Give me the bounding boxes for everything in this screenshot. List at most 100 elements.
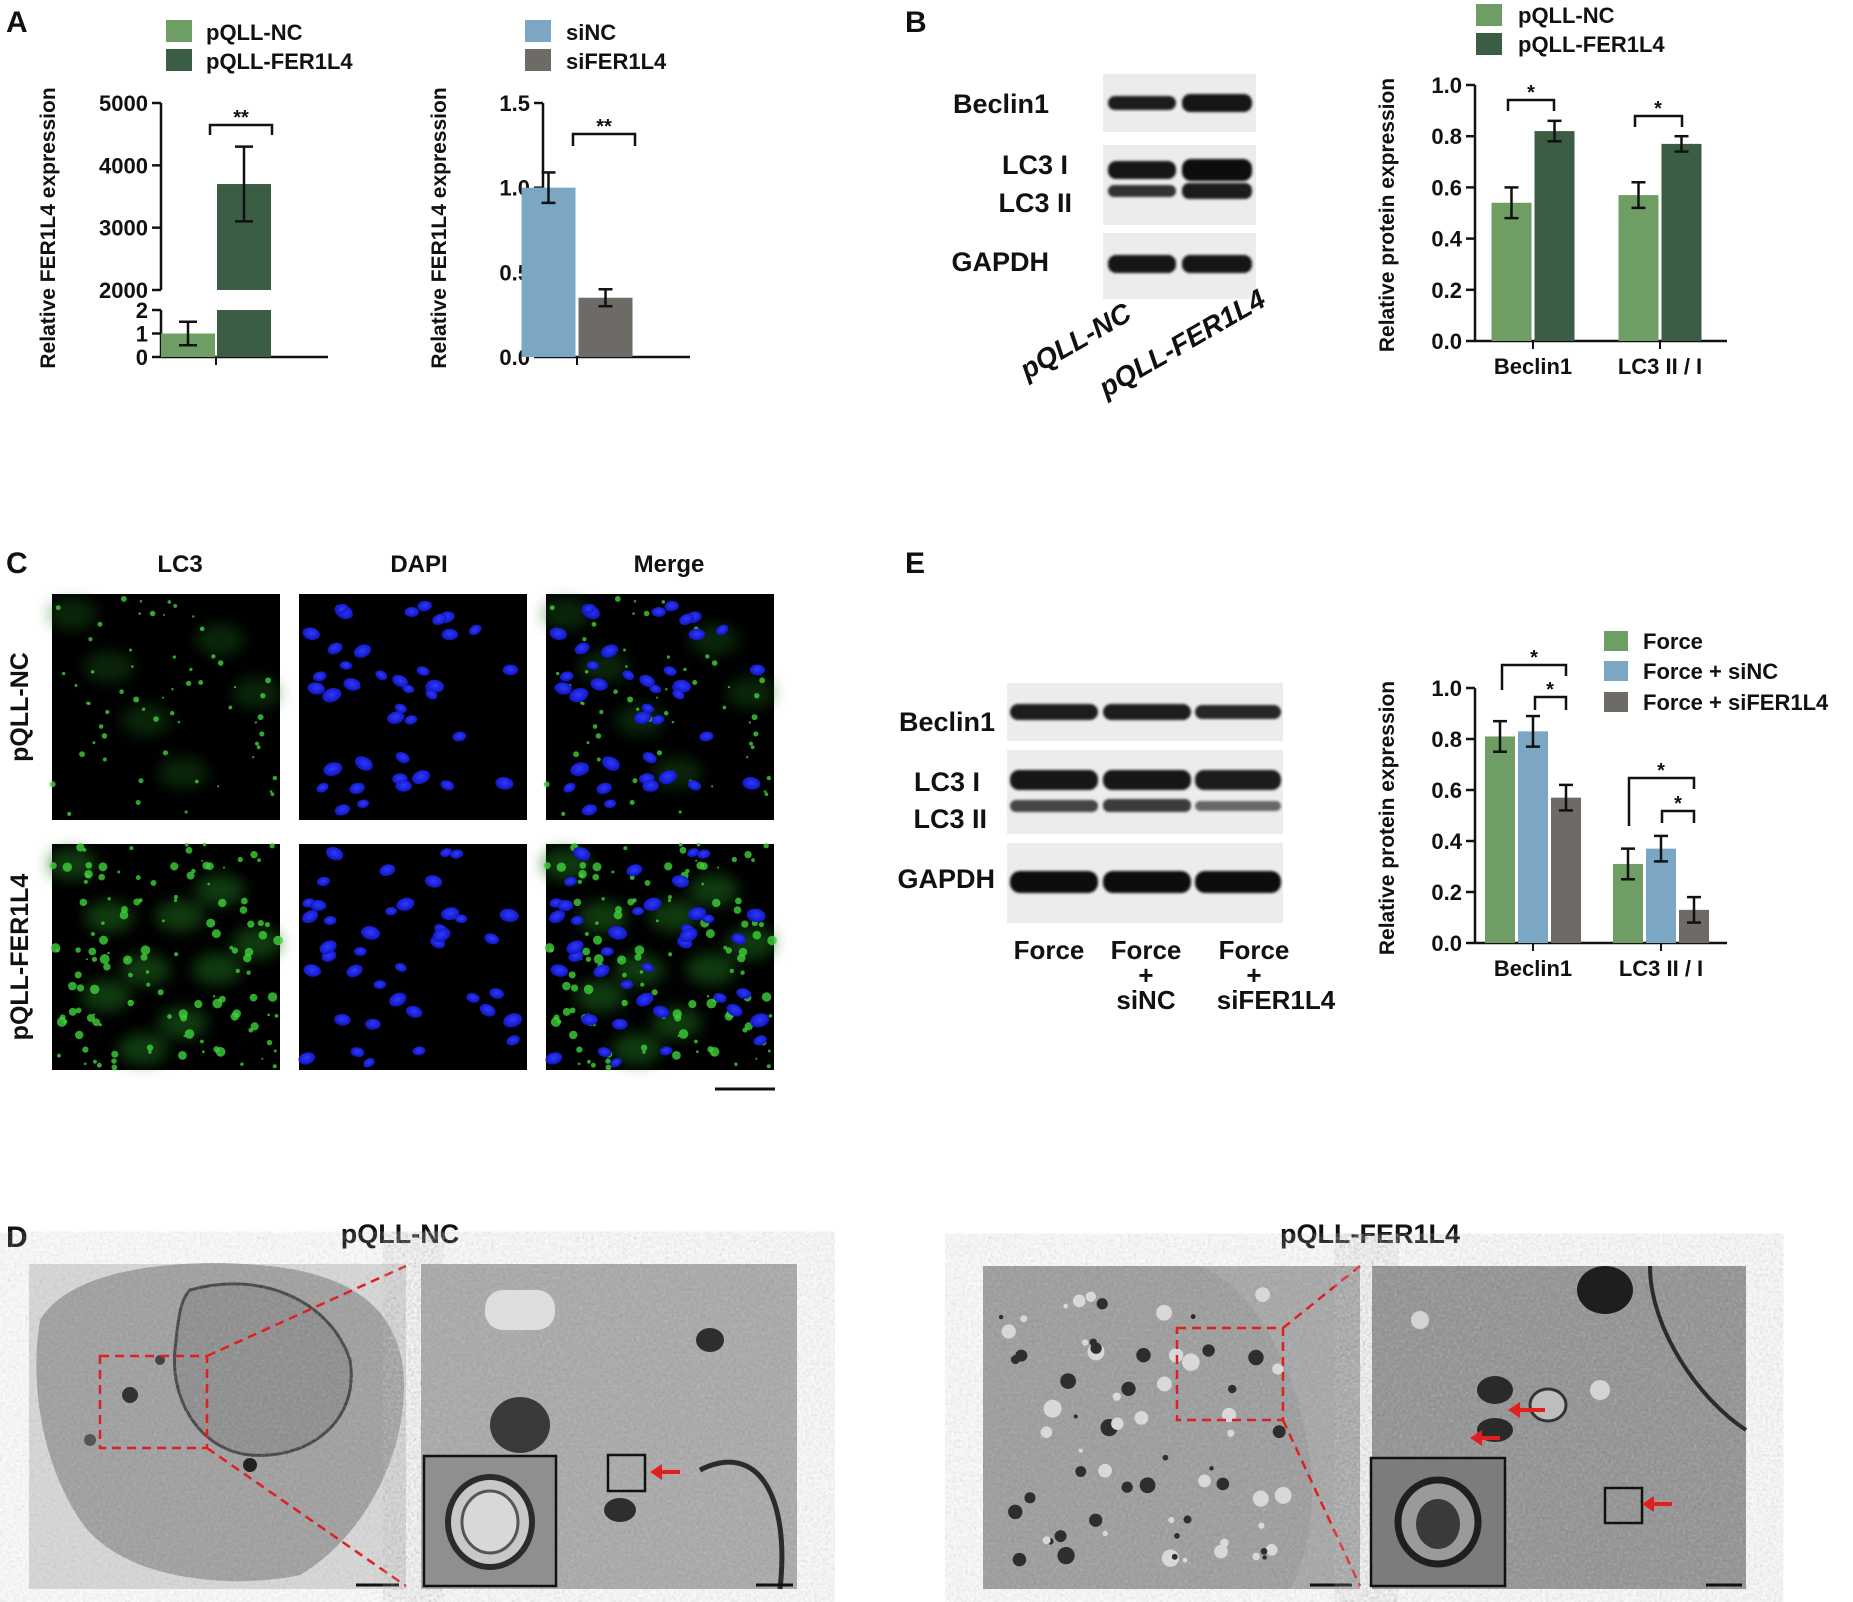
nucleus	[570, 762, 590, 777]
significance-marker: *	[1546, 679, 1554, 701]
nucleus	[612, 1018, 628, 1030]
legend-label-force: Force	[1643, 629, 1703, 654]
vesicle	[1072, 1294, 1086, 1308]
lc3-punctum	[186, 871, 195, 880]
lc3-punctum	[250, 1022, 259, 1031]
y-tick-label: 3000	[99, 216, 148, 241]
lc3-punctum	[194, 1000, 203, 1009]
legend-label-force-sifer1l4: Force + siFER1L4	[1643, 690, 1829, 715]
nucleus	[596, 782, 612, 795]
nucleus	[697, 849, 711, 859]
nucleus	[424, 875, 443, 888]
lc3-punctum	[272, 1064, 277, 1069]
nucleus	[663, 666, 677, 676]
nucleus	[502, 664, 519, 676]
lc3-punctum	[82, 848, 87, 852]
lc3-punctum	[643, 610, 650, 617]
lc3-punctum	[128, 1000, 131, 1003]
y-axis-label: Relative FER1L4 expression	[428, 87, 451, 368]
nucleus	[642, 780, 659, 792]
vesicle	[1073, 1414, 1078, 1419]
lc3-punctum	[555, 671, 560, 676]
lc3-punctum	[239, 906, 248, 914]
lc3-punctum	[185, 680, 192, 687]
lc3-punctum	[107, 897, 111, 901]
lc3-punctum	[711, 785, 714, 788]
vesicle	[1202, 1344, 1215, 1357]
nucleus	[557, 899, 574, 912]
lc3-punctum	[254, 741, 259, 746]
lc3-punctum	[131, 665, 134, 668]
lc3-punctum	[264, 921, 271, 928]
lc3-punctum	[633, 599, 637, 603]
lc3-punctum	[74, 971, 82, 979]
lc3-punctum	[252, 756, 255, 759]
band	[1195, 871, 1281, 893]
nucleus	[499, 908, 519, 923]
lc3-punctum	[755, 1057, 758, 1060]
vesicle	[1183, 1515, 1192, 1524]
lc3-punctum	[135, 875, 141, 881]
nucleus	[417, 600, 432, 612]
vesicle	[1139, 1477, 1156, 1494]
vesicle	[1198, 1474, 1211, 1488]
lc3-punctum	[202, 1050, 205, 1054]
nucleus	[394, 703, 407, 714]
nucleus	[563, 876, 578, 887]
nucleus	[441, 907, 460, 921]
x-category-label: LC3 II / I	[1619, 956, 1703, 981]
lc3-punctum	[198, 679, 204, 685]
nucleus	[702, 914, 715, 924]
nucleus	[736, 988, 751, 999]
legend-label-pqll-nc: pQLL-NC	[1518, 3, 1615, 28]
vesicle	[1111, 1417, 1124, 1430]
nucleus	[350, 1047, 365, 1058]
nucleus	[641, 963, 654, 972]
band	[1182, 255, 1252, 273]
lc3-punctum	[267, 1013, 271, 1017]
lc3-punctum	[140, 945, 151, 955]
lc3-punctum	[174, 952, 179, 957]
haze-blob	[649, 900, 699, 932]
lc3-punctum	[139, 599, 143, 603]
nucleus	[749, 664, 766, 676]
blot-row-label-lc3-i: LC3 I	[1002, 150, 1068, 180]
lc3-punctum	[202, 842, 207, 847]
nucleus	[664, 600, 679, 612]
vesicle	[1272, 1425, 1286, 1439]
lc3-punctum	[664, 710, 669, 716]
lc3-punctum	[599, 709, 604, 715]
nucleus	[658, 770, 677, 785]
lc3-punctum	[767, 935, 777, 946]
lc3-punctum	[596, 757, 601, 762]
y-tick-label: 1.5	[499, 91, 530, 116]
lc3-punctum	[601, 897, 605, 901]
lc3-punctum	[206, 918, 216, 928]
lc3-punctum	[123, 955, 133, 965]
lc3-punctum	[568, 1030, 578, 1040]
lc3-punctum	[733, 906, 742, 914]
y-tick-label: 0.6	[1431, 778, 1462, 803]
lc3-punctum	[629, 799, 635, 805]
band	[1010, 770, 1098, 790]
bar	[578, 297, 633, 357]
y-axis-label: Relative protein expression	[1376, 78, 1399, 352]
lc3-punctum	[96, 1062, 102, 1068]
lc3-punctum	[184, 842, 189, 847]
lc3-punctum	[246, 970, 251, 975]
lc3-punctum	[632, 778, 638, 784]
vesicle	[1228, 1384, 1237, 1394]
lc3-punctum	[543, 862, 551, 870]
lc3-punctum	[257, 858, 261, 862]
lc3-punctum	[613, 910, 623, 920]
lc3-punctum	[91, 956, 98, 962]
lc3-puncta	[49, 595, 278, 816]
lc3-punctum	[665, 688, 668, 691]
lc3-punctum	[260, 692, 266, 699]
x-category-label: LC3 II / I	[1618, 354, 1702, 379]
lc3-punctum	[111, 1064, 118, 1071]
lc3-punctum	[746, 756, 749, 759]
lane-label-plus: +	[1246, 960, 1261, 990]
vesicle	[1156, 1376, 1172, 1392]
y-tick-label: 5000	[99, 91, 148, 116]
